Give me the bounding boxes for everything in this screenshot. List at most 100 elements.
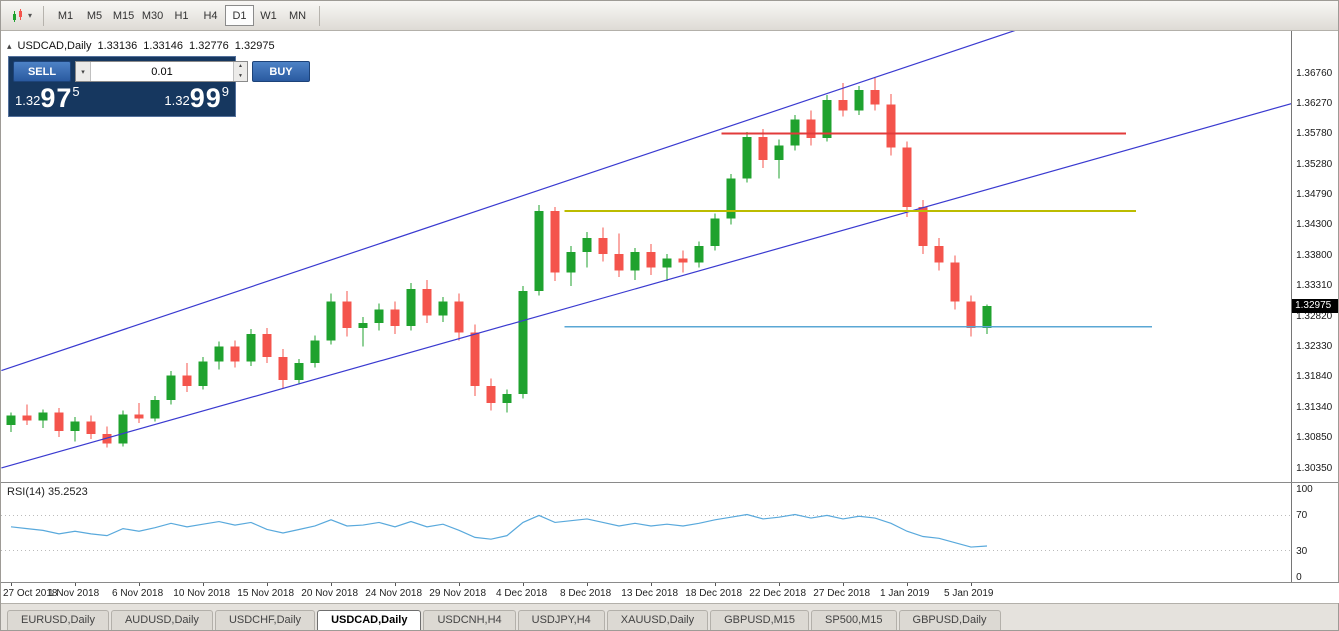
candle-body [566, 252, 576, 273]
candle-body [918, 207, 928, 247]
buy-price-button[interactable]: 1.32 99 9 [164, 83, 229, 113]
tab-usdjpy-h4[interactable]: USDJPY,H4 [517, 610, 605, 630]
tab-eurusd-daily[interactable]: EURUSD,Daily [7, 610, 109, 630]
candle-body [358, 323, 368, 329]
time-axis-label: 22 Dec 2018 [749, 588, 807, 599]
timeframe-h1[interactable]: H1 [167, 5, 196, 26]
candle-body [694, 246, 704, 263]
price-axis-label: 1.30850 [1296, 432, 1333, 444]
time-axis-tick [331, 583, 332, 586]
time-axis-label: 10 Nov 2018 [173, 588, 231, 599]
candle-body [758, 136, 768, 160]
rsi-axis-label: 70 [1296, 510, 1308, 522]
channel-lower-trendline[interactable] [1, 90, 1292, 469]
candle-body [118, 414, 128, 444]
price-axis[interactable]: 1.36760 1.36270 1.35780 1.35280 1.34790 1.343… [1291, 31, 1338, 482]
time-axis-tick [587, 583, 588, 586]
timeframe-m30[interactable]: M30 [138, 5, 167, 26]
candle-body [966, 301, 976, 329]
time-axis-tick [395, 583, 396, 586]
candle-body [278, 356, 288, 380]
candle-body [454, 301, 464, 333]
timeframe-m15[interactable]: M15 [109, 5, 138, 26]
time-axis-label: 13 Dec 2018 [621, 588, 679, 599]
candle-body [726, 178, 736, 219]
high-value: 1.33146 [143, 40, 184, 52]
candle-body [902, 147, 912, 208]
candle-body [502, 393, 512, 404]
rsi-panel[interactable]: RSI(14) 35.2523 [1, 483, 1293, 582]
price-axis-label: 1.35280 [1296, 159, 1333, 171]
volume-down-button[interactable]: ▼ [234, 71, 247, 81]
price-axis-label: 1.36270 [1296, 98, 1333, 110]
timeframe-h4[interactable]: H4 [196, 5, 225, 26]
rsi-region: RSI(14) 35.2523 100 70 30 0 [1, 482, 1338, 583]
sell-button[interactable]: SELL [13, 61, 71, 82]
candle-body [486, 385, 496, 404]
time-axis-label: 18 Dec 2018 [685, 588, 743, 599]
candle-body [678, 258, 688, 263]
candle-body [246, 334, 256, 362]
candle-body [950, 262, 960, 302]
candle-body [710, 218, 720, 247]
time-axis-tick [907, 583, 908, 586]
candle-body [70, 421, 80, 431]
dropdown-caret-icon: ▾ [28, 11, 33, 20]
tab-gbpusd-daily[interactable]: GBPUSD,Daily [898, 610, 1001, 630]
time-axis-label: 27 Oct 2018 [3, 588, 58, 599]
time-axis-label: 1 Jan 2019 [880, 588, 930, 599]
candle-body [662, 258, 672, 268]
time-axis-label: 4 Dec 2018 [496, 588, 548, 599]
timeframe-w1[interactable]: W1 [254, 5, 283, 26]
time-axis-tick [523, 583, 524, 586]
timeframe-mn[interactable]: MN [283, 5, 312, 26]
price-chart[interactable]: ▴ USDCAD,Daily 1.33136 1.33146 1.32776 1… [1, 31, 1292, 482]
low-value: 1.32776 [189, 40, 229, 52]
price-axis-label: 1.34790 [1296, 189, 1333, 201]
chart-tools-dropdown[interactable]: ▾ [6, 5, 36, 27]
tab-xauusd-daily[interactable]: XAUUSD,Daily [606, 610, 709, 630]
price-axis-label: 1.34300 [1296, 219, 1333, 231]
volume-input[interactable] [91, 62, 233, 81]
buy-button[interactable]: BUY [252, 61, 310, 82]
candle-body [6, 415, 16, 425]
candle-body [422, 289, 432, 316]
rsi-axis-label: 0 [1296, 572, 1302, 583]
sell-price-button[interactable]: 1.32 97 5 [15, 83, 80, 113]
toolbar-separator [319, 5, 321, 26]
tab-sp500-m15[interactable]: SP500,M15 [811, 610, 897, 630]
rsi-chart [1, 513, 1293, 552]
candle-body [518, 291, 528, 394]
rsi-indicator-label: RSI(14) 35.2523 [7, 486, 88, 498]
tab-usdcad-daily[interactable]: USDCAD,Daily [317, 610, 422, 630]
channel-upper-trendline[interactable] [1, 31, 1019, 372]
timeframe-d1[interactable]: D1 [225, 5, 255, 26]
price-axis-label: 1.36760 [1296, 67, 1333, 79]
timeframe-m5[interactable]: M5 [80, 5, 109, 26]
time-axis-tick [651, 583, 652, 586]
tab-gbpusd-m15[interactable]: GBPUSD,M15 [710, 610, 810, 630]
candle-body [38, 412, 48, 421]
candle-body [22, 415, 32, 421]
candle-body [54, 412, 64, 431]
timeframe-m1[interactable]: M1 [51, 5, 80, 26]
trade-panel-collapse-arrow[interactable]: ▴ [7, 40, 12, 51]
tab-audusd-daily[interactable]: AUDUSD,Daily [110, 610, 213, 630]
time-axis-label: 5 Jan 2019 [944, 588, 994, 599]
candle-body [150, 400, 160, 419]
rsi-line [10, 513, 988, 548]
candle-body [438, 301, 448, 316]
volume-dropdown-button[interactable]: ▾ [76, 62, 91, 81]
volume-up-button[interactable]: ▲ [234, 62, 247, 72]
price-axis-label: 1.31340 [1296, 401, 1333, 413]
tab-usdcnh-h4[interactable]: USDCNH,H4 [423, 610, 516, 630]
candlestick-chart [1, 31, 1292, 469]
candle-body [742, 136, 752, 179]
time-axis[interactable]: 27 Oct 2018 1 Nov 2018 6 Nov 2018 10 Nov 20… [1, 582, 1339, 603]
candle-body [198, 361, 208, 386]
tab-usdchf-daily[interactable]: USDCHF,Daily [214, 610, 316, 630]
open-value: 1.33136 [97, 40, 138, 52]
candle-body [342, 301, 352, 329]
rsi-axis-label: 100 [1296, 484, 1313, 495]
volume-stepper: ▲ ▼ [233, 62, 247, 81]
